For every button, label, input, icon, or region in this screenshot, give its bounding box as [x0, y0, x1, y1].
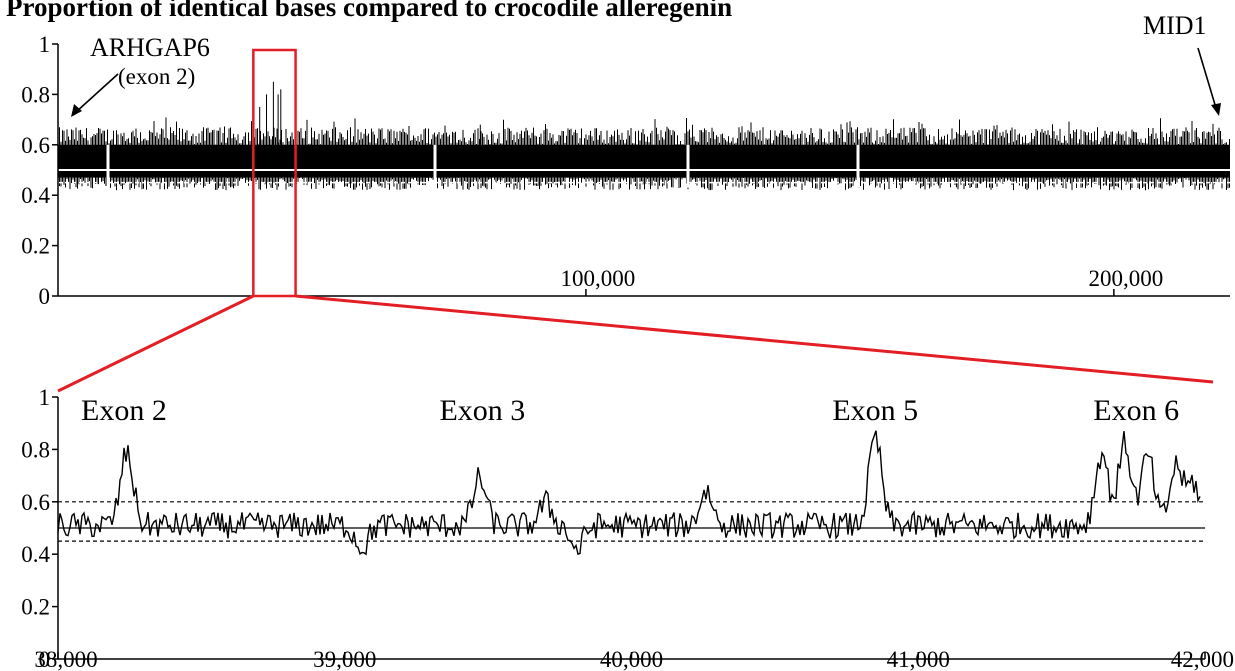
exon-label: Exon 5 — [832, 394, 918, 427]
detail-annotations: Exon 2 Exon 3 Exon 5 Exon 6 — [81, 394, 1179, 427]
arhgap6-label: ARHGAP6 — [90, 33, 210, 62]
mid1-label: MID1 — [1143, 11, 1207, 40]
overview-y-tick-label: 0.2 — [21, 234, 50, 259]
detail-x-tick-label: 38,000 — [34, 647, 97, 671]
arhgap6-sub-label: (exon 2) — [118, 64, 195, 89]
overview-annotations: ARHGAP6(exon 2) MID1 — [71, 11, 1221, 117]
detail-signal-line — [57, 430, 1201, 556]
overview-y-ticks: 0 0.2 0.4 0.6 0.8 1 — [21, 32, 58, 309]
overview-y-tick-label: 0.4 — [21, 183, 50, 208]
detail-x-tick-label: 41,000 — [887, 647, 950, 671]
overview-x-tick-label: 100,000 — [561, 266, 636, 291]
zoom-connector-right — [295, 294, 1214, 384]
overview-x-tick-label: 200,000 — [1088, 266, 1163, 291]
detail-y-tick-label: 0.6 — [21, 490, 50, 515]
arhgap6-arrow — [75, 73, 119, 113]
detail-y-tick-label: 0.2 — [21, 595, 50, 620]
zoom-connector-left — [57, 294, 254, 393]
detail-y-ticks: 0 0.2 0.4 0.6 0.8 1 — [21, 385, 58, 671]
mid1-arrow — [1197, 47, 1217, 109]
overview-y-tick-label: 0 — [39, 284, 51, 309]
exon-label: Exon 6 — [1093, 394, 1179, 427]
detail-x-tick-label: 39,000 — [313, 647, 376, 671]
overview-y-tick-label: 0.8 — [21, 82, 50, 107]
detail-x-tick-label: 42,000 — [1171, 647, 1234, 671]
overview-x-ticks: 100,000 200,000 — [561, 266, 1163, 296]
detail-y-tick-label: 1 — [39, 385, 51, 410]
detail-x-ticks: 38,000 39,000 40,000 41,000 42,000 — [34, 647, 1234, 671]
detail-panel: 0 0.2 0.4 0.6 0.8 1 38,000 39,000 40,000 41,000 4… — [21, 385, 1234, 671]
overview-panel: 0 0.2 0.4 0.6 0.8 1 100,000 200,000 ARHGAP6(ex… — [21, 11, 1230, 309]
exon-label: Exon 2 — [81, 394, 167, 427]
chart-title: Proportion of identical bases compared t… — [6, 0, 733, 22]
arhgap6-arrowhead — [71, 104, 82, 117]
detail-x-tick-label: 40,000 — [600, 647, 663, 671]
overview-signal — [57, 81, 1230, 191]
highlight-box — [252, 48, 297, 298]
mid1-arrowhead — [1211, 103, 1221, 116]
exon-label: Exon 3 — [439, 394, 525, 427]
detail-y-tick-label: 0.8 — [21, 437, 50, 462]
overview-y-tick-label: 1 — [39, 32, 51, 57]
detail-y-tick-label: 0 — [39, 647, 51, 671]
overview-y-tick-label: 0.6 — [21, 133, 50, 158]
detail-y-tick-label: 0.4 — [21, 542, 50, 567]
